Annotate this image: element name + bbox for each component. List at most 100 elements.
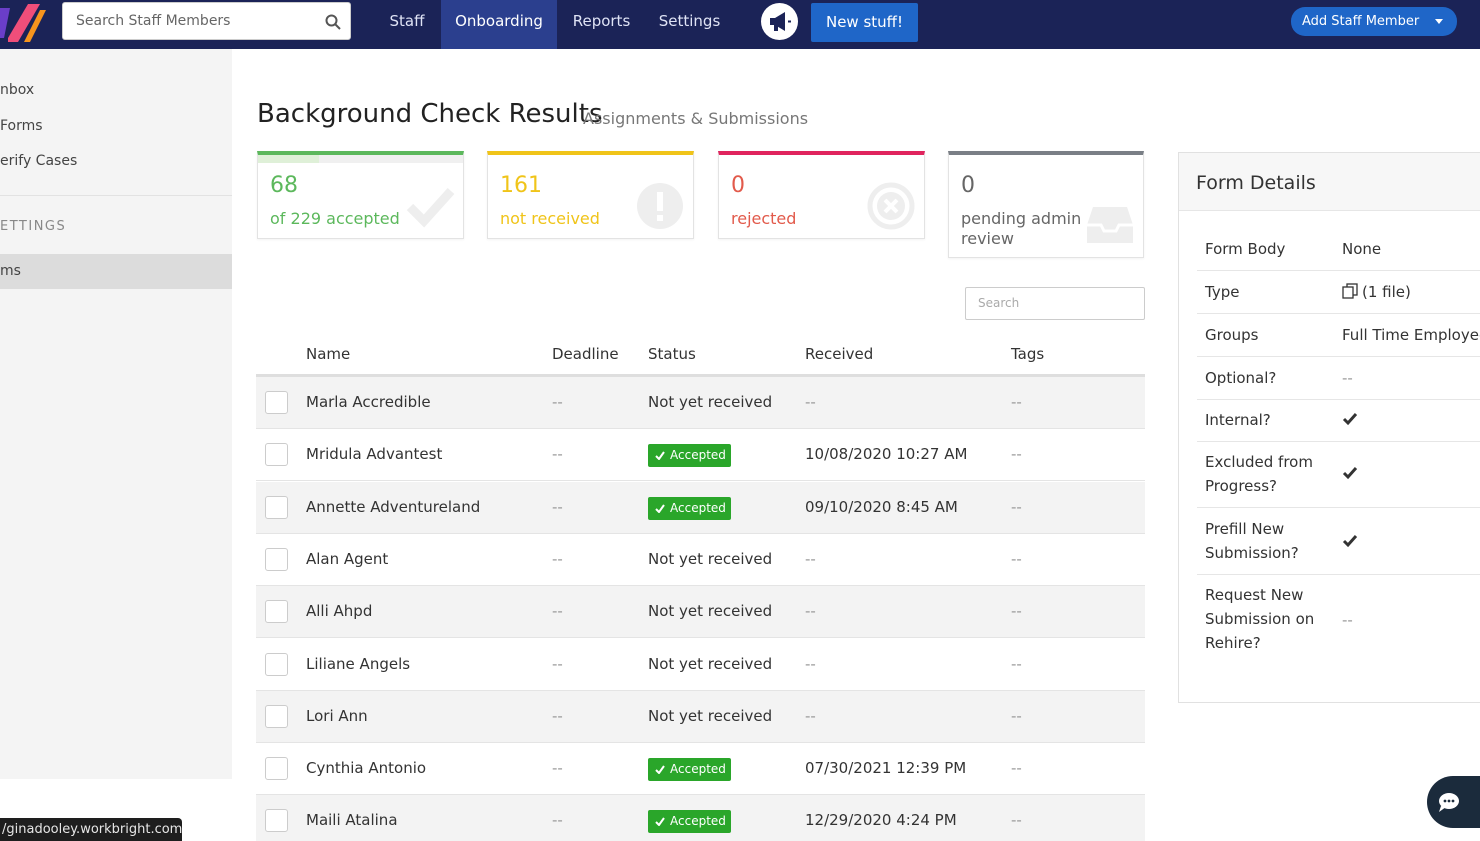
row-tags: -- [1011, 602, 1022, 621]
row-checkbox[interactable] [265, 704, 288, 728]
column-header-received[interactable]: Received [805, 345, 874, 363]
nav-settings[interactable]: Settings [658, 12, 721, 30]
chevron-down-icon[interactable] [1435, 19, 1443, 24]
row-received: -- [805, 602, 816, 621]
row-checkbox[interactable] [265, 600, 288, 624]
form-detail-label: Type [1205, 283, 1240, 301]
chat-bubble-icon [1439, 793, 1459, 812]
check-icon [655, 817, 665, 827]
new-stuff-button[interactable]: New stuff! [811, 3, 918, 42]
table-row[interactable]: Mridula Advantest -- Accepted 10/08/2020 10… [256, 429, 1145, 482]
workbright-logo[interactable] [0, 0, 50, 49]
row-deadline: -- [552, 654, 563, 673]
row-received: 12/29/2020 4:24 PM [805, 811, 957, 830]
sidebar-item-forms[interactable]: Forms [0, 118, 43, 134]
megaphone-icon[interactable] [761, 3, 798, 40]
row-tags: -- [1011, 706, 1022, 725]
table-search-input[interactable]: Search [965, 287, 1145, 320]
row-name[interactable]: Annette Adventureland [306, 497, 481, 516]
table-row[interactable]: Alan Agent -- Not yet received -- -- [256, 534, 1145, 586]
stat-card-rejected[interactable]: 0 rejected [718, 151, 925, 239]
table-row[interactable]: Lori Ann -- Not yet received -- -- [256, 690, 1145, 743]
form-detail-value-check [1342, 534, 1358, 552]
row-received: -- [805, 393, 816, 411]
nav-onboarding[interactable]: Onboarding [441, 0, 557, 49]
row-status: Not yet received [648, 602, 773, 621]
pending-count: 0 [961, 173, 975, 198]
form-detail-value-check [1342, 412, 1358, 430]
add-staff-member-button[interactable]: Add Staff Member [1291, 7, 1457, 36]
row-tags: -- [1011, 811, 1022, 830]
row-checkbox[interactable] [265, 809, 288, 833]
row-name[interactable]: Cynthia Antonio [306, 759, 427, 778]
status-badge-accepted: Accepted [648, 810, 731, 834]
form-detail-label: Groups [1205, 326, 1259, 344]
form-detail-row: Type (1 file) [1197, 271, 1480, 314]
column-header-tags[interactable]: Tags [1011, 345, 1045, 363]
status-badge-label: Accepted [670, 448, 726, 463]
row-received: 07/30/2021 12:39 PM [805, 759, 967, 778]
stat-card-accepted[interactable]: 68 of 229 accepted [257, 151, 464, 239]
chat-button[interactable] [1427, 776, 1480, 828]
check-icon [655, 504, 665, 513]
top-navbar: Search Staff Members Staff Onboarding Re… [0, 0, 1480, 49]
form-details-title: Form Details [1196, 172, 1316, 194]
column-header-deadline[interactable]: Deadline [552, 345, 619, 363]
pending-label: pending admin review [961, 209, 1082, 248]
row-status: Not yet received [648, 654, 773, 673]
column-header-status[interactable]: Status [648, 345, 696, 363]
row-checkbox[interactable] [265, 391, 288, 414]
row-name[interactable]: Marla Accredible [306, 393, 431, 411]
checkmark-icon [1342, 413, 1358, 426]
row-tags: -- [1011, 654, 1022, 673]
sidebar-item-everify-cases[interactable]: erify Cases [0, 153, 78, 169]
form-detail-row: Request New Submission on Rehire? -- [1197, 575, 1480, 663]
staff-search-input[interactable]: Search Staff Members [62, 2, 351, 40]
row-received: 09/10/2020 8:45 AM [805, 497, 958, 516]
row-name[interactable]: Mridula Advantest [306, 445, 443, 464]
form-detail-value[interactable]: (1 file) [1342, 280, 1411, 304]
rejected-label: rejected [731, 209, 797, 228]
table-row[interactable]: Maili Atalina -- Accepted 12/29/2020 4:24 P… [256, 795, 1145, 841]
row-name[interactable]: Alan Agent [306, 549, 389, 568]
row-checkbox[interactable] [265, 547, 288, 571]
status-badge-label: Accepted [670, 762, 726, 777]
row-checkbox[interactable] [265, 443, 288, 467]
row-name[interactable]: Lori Ann [306, 706, 368, 725]
row-tags: -- [1011, 497, 1022, 516]
row-received: 10/08/2020 10:27 AM [805, 445, 968, 464]
page-subtitle: Assignments & Submissions [583, 109, 809, 128]
table-row[interactable]: Cynthia Antonio -- Accepted 07/30/2021 12:3… [256, 743, 1145, 796]
row-checkbox[interactable] [265, 652, 288, 676]
table-row[interactable]: Alli Ahpd -- Not yet received -- -- [256, 586, 1145, 639]
row-name[interactable]: Alli Ahpd [306, 602, 373, 621]
sidebar-item-inbox[interactable]: nbox [0, 82, 35, 98]
table-row[interactable]: Liliane Angels -- Not yet received -- -- [256, 639, 1145, 691]
sidebar-active-label: ms [0, 263, 21, 279]
row-received: -- [805, 654, 816, 673]
table-row[interactable]: Annette Adventureland -- Accepted 09/10/202… [256, 481, 1145, 534]
table-row[interactable]: Marla Accredible -- Not yet received -- -- [256, 377, 1145, 429]
row-checkbox[interactable] [265, 757, 288, 781]
row-name[interactable]: Liliane Angels [306, 654, 411, 673]
row-tags: -- [1011, 549, 1022, 568]
stat-card-not-received[interactable]: 161 not received [487, 151, 694, 239]
row-tags: -- [1011, 445, 1022, 464]
accepted-progress-fill [258, 155, 319, 163]
stat-card-pending-review[interactable]: 0 pending admin review [948, 151, 1144, 258]
nav-reports[interactable]: Reports [572, 12, 631, 30]
row-deadline: -- [552, 706, 563, 725]
nav-staff[interactable]: Staff [389, 12, 425, 30]
column-header-name[interactable]: Name [306, 345, 351, 363]
row-checkbox[interactable] [265, 495, 288, 519]
table-header-divider [256, 374, 1145, 377]
form-detail-label: Request New Submission on Rehire? [1205, 586, 1315, 652]
form-detail-value: -- [1342, 369, 1353, 387]
form-detail-label: Internal? [1205, 411, 1271, 429]
row-name[interactable]: Maili Atalina [306, 811, 398, 830]
search-icon[interactable] [324, 13, 342, 31]
sidebar-settings-heading: ETTINGS [0, 219, 67, 234]
staff-search-placeholder: Search Staff Members [76, 13, 231, 29]
row-tags: -- [1011, 759, 1022, 778]
sidebar-item-forms-settings[interactable]: ms [0, 254, 232, 289]
